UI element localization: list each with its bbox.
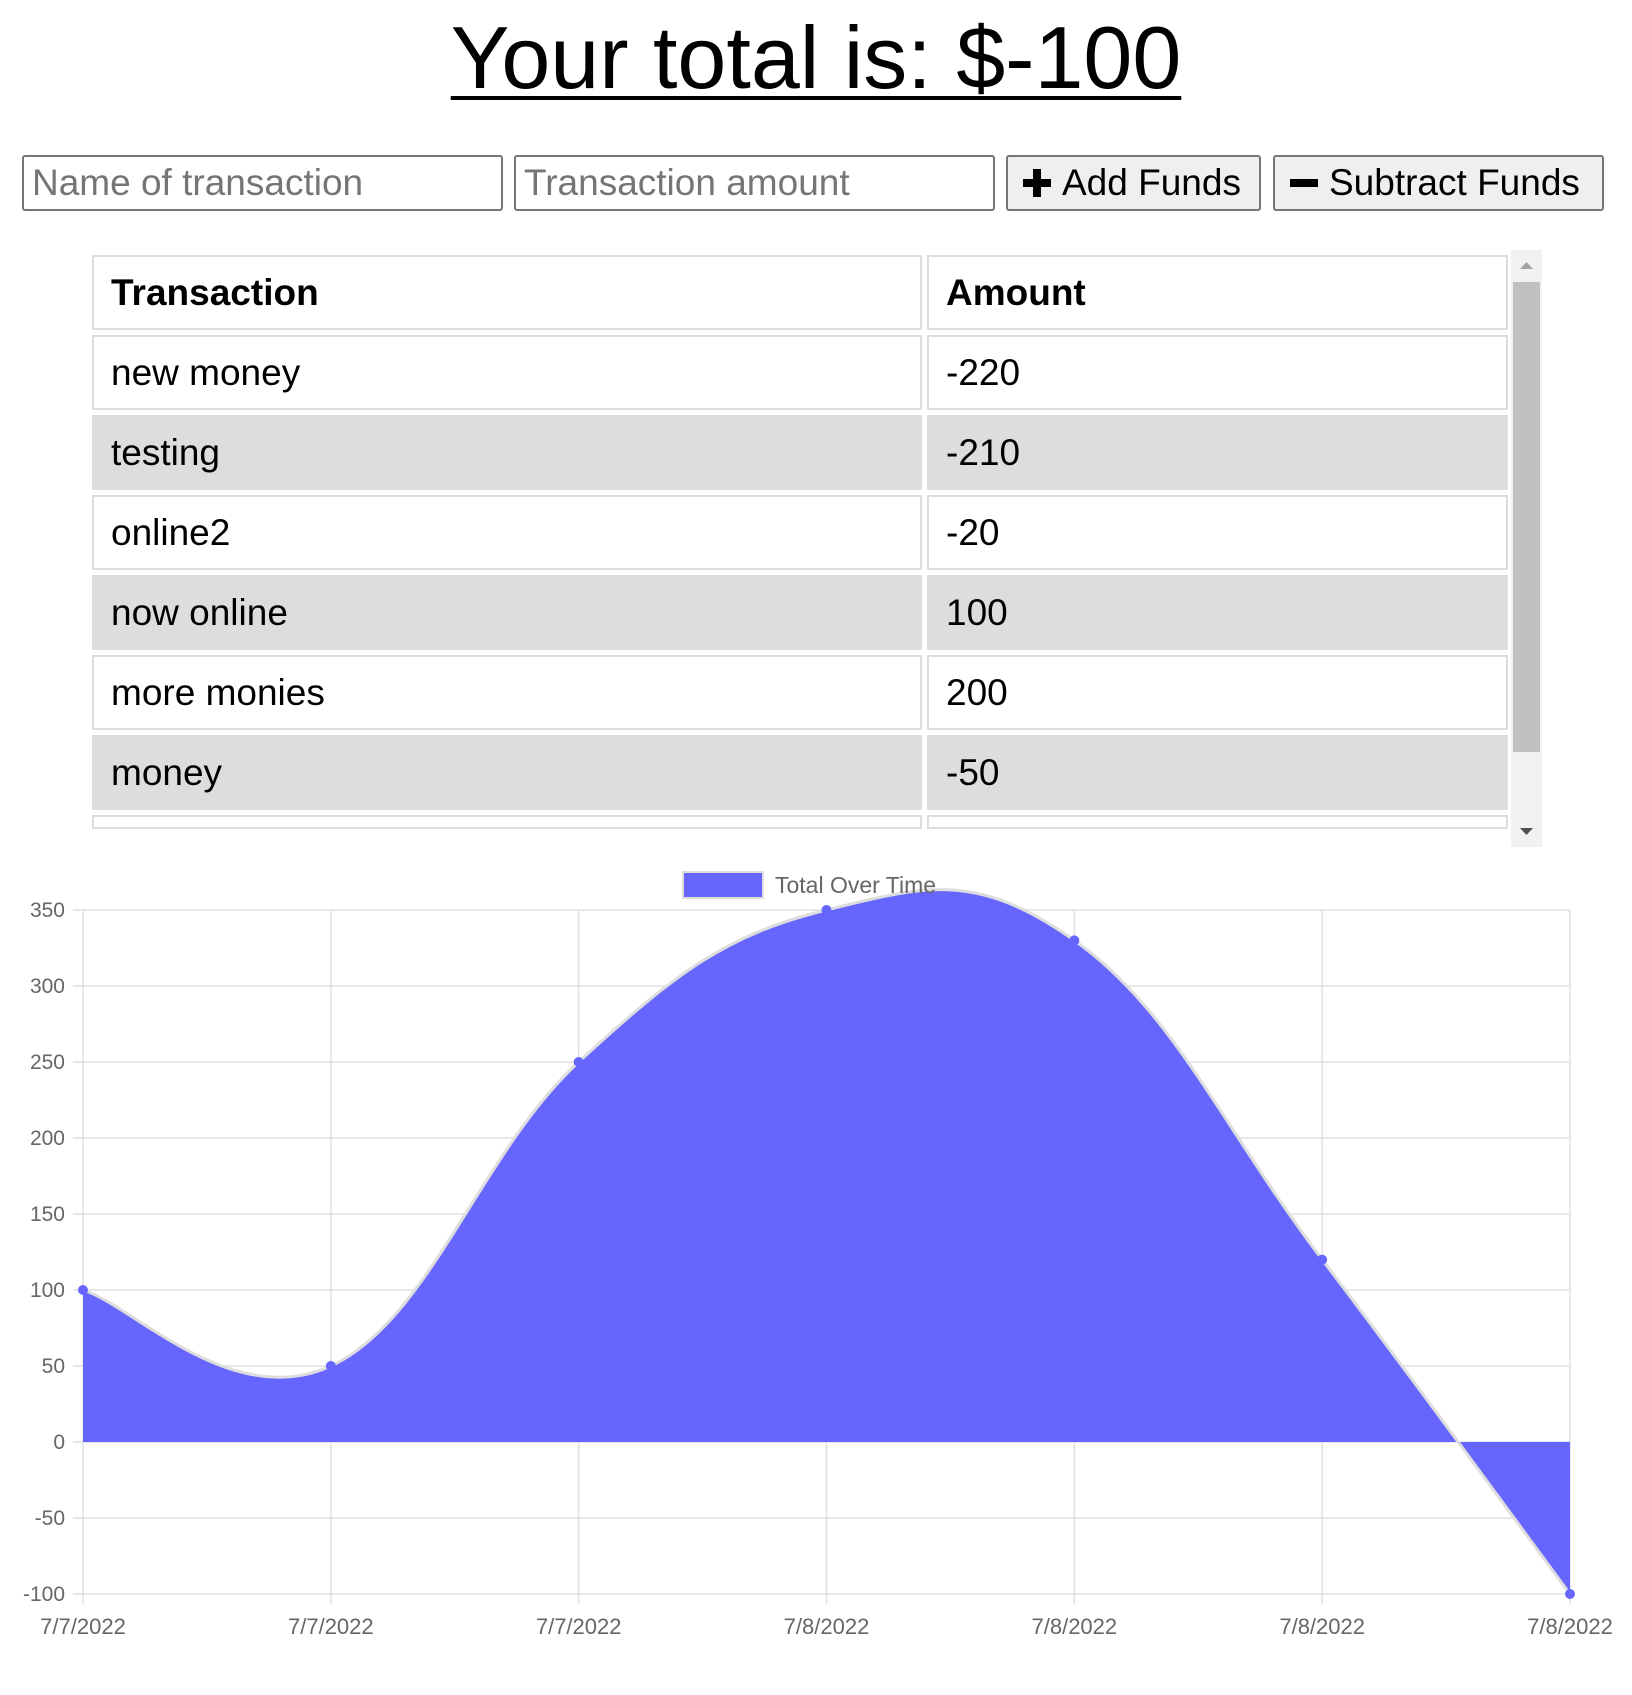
add-funds-label: Add Funds: [1062, 162, 1241, 203]
y-tick-label: 200: [30, 1127, 65, 1150]
y-tick-label: -100: [23, 1583, 65, 1606]
transaction-name: more monies: [92, 655, 922, 730]
data-point: [1317, 1254, 1328, 1265]
transaction-name: now online: [92, 575, 922, 650]
x-tick-label: 7/8/2022: [1279, 1614, 1365, 1639]
transaction-name: [92, 815, 922, 829]
table-row: more monies 200: [92, 655, 1508, 730]
total-over-time-chart: 350 300 250 200 150 100 50 0 -50 -100 7/7/2022 7/7/…: [0, 855, 1632, 1690]
data-point: [1069, 935, 1080, 946]
table-row: new money -220: [92, 335, 1508, 410]
transactions-table-container: Transaction Amount new money -220 testin…: [87, 250, 1542, 847]
total-heading: Your total is: $-100: [450, 8, 1182, 107]
data-point: [325, 1361, 336, 1371]
series-area: [83, 889, 1570, 1594]
y-tick-label: 350: [30, 899, 65, 922]
transaction-name: online2: [92, 495, 922, 570]
x-tick-label: 7/7/2022: [288, 1614, 374, 1639]
y-tick-label: -50: [35, 1507, 65, 1530]
header-amount: Amount: [927, 255, 1508, 330]
transaction-amount: -210: [927, 415, 1508, 490]
table-row: testing -210: [92, 415, 1508, 490]
data-point: [573, 1057, 584, 1067]
transaction-amount: 100: [927, 575, 1508, 650]
x-tick-label: 7/7/2022: [536, 1614, 622, 1639]
subtract-funds-label: Subtract Funds: [1329, 162, 1580, 203]
table-scrollbar[interactable]: [1511, 250, 1542, 847]
data-point: [1565, 1589, 1575, 1599]
table-header-row: Transaction Amount: [92, 255, 1508, 330]
transaction-amount: [927, 815, 1508, 829]
x-tick-label: 7/8/2022: [1032, 1614, 1118, 1639]
legend-swatch: [682, 871, 764, 899]
transaction-name: testing: [92, 415, 922, 490]
table-row: money -50: [92, 735, 1508, 810]
y-tick-label: 0: [53, 1431, 65, 1454]
table-row: now online 100: [92, 575, 1508, 650]
add-funds-button[interactable]: Add Funds: [1006, 155, 1261, 211]
data-point: [821, 905, 832, 915]
transaction-name: money: [92, 735, 922, 810]
transaction-amount: 200: [927, 655, 1508, 730]
x-tick-label: 7/8/2022: [1527, 1614, 1613, 1639]
transaction-amount: -220: [927, 335, 1508, 410]
table-row: online2 -20: [92, 495, 1508, 570]
chart-canvas: 350 300 250 200 150 100 50 0 -50 -100 7/7/2022 7/7/…: [23, 871, 1613, 1639]
transaction-name: new money: [92, 335, 922, 410]
transaction-name-input[interactable]: [22, 155, 503, 211]
y-tick-label: 150: [30, 1203, 65, 1226]
data-point: [78, 1285, 88, 1295]
y-tick-label: 300: [30, 975, 65, 998]
plus-icon: [1023, 169, 1051, 197]
legend-label: Total Over Time: [775, 872, 936, 898]
transaction-amount: -50: [927, 735, 1508, 810]
minus-icon: [1290, 179, 1318, 187]
transaction-amount-input[interactable]: [514, 155, 995, 211]
scrollbar-thumb[interactable]: [1513, 282, 1540, 752]
transactions-table: Transaction Amount new money -220 testin…: [87, 250, 1513, 834]
subtract-funds-button[interactable]: Subtract Funds: [1273, 155, 1604, 211]
header-transaction: Transaction: [92, 255, 922, 330]
x-tick-label: 7/8/2022: [784, 1614, 870, 1639]
y-tick-label: 50: [42, 1355, 65, 1378]
table-row-partial: [92, 815, 1508, 829]
transaction-amount: -20: [927, 495, 1508, 570]
y-tick-label: 100: [30, 1279, 65, 1302]
y-tick-label: 250: [30, 1051, 65, 1074]
scroll-down-arrow-icon[interactable]: [1511, 817, 1542, 847]
scroll-up-arrow-icon[interactable]: [1511, 250, 1542, 280]
x-tick-label: 7/7/2022: [40, 1614, 126, 1639]
